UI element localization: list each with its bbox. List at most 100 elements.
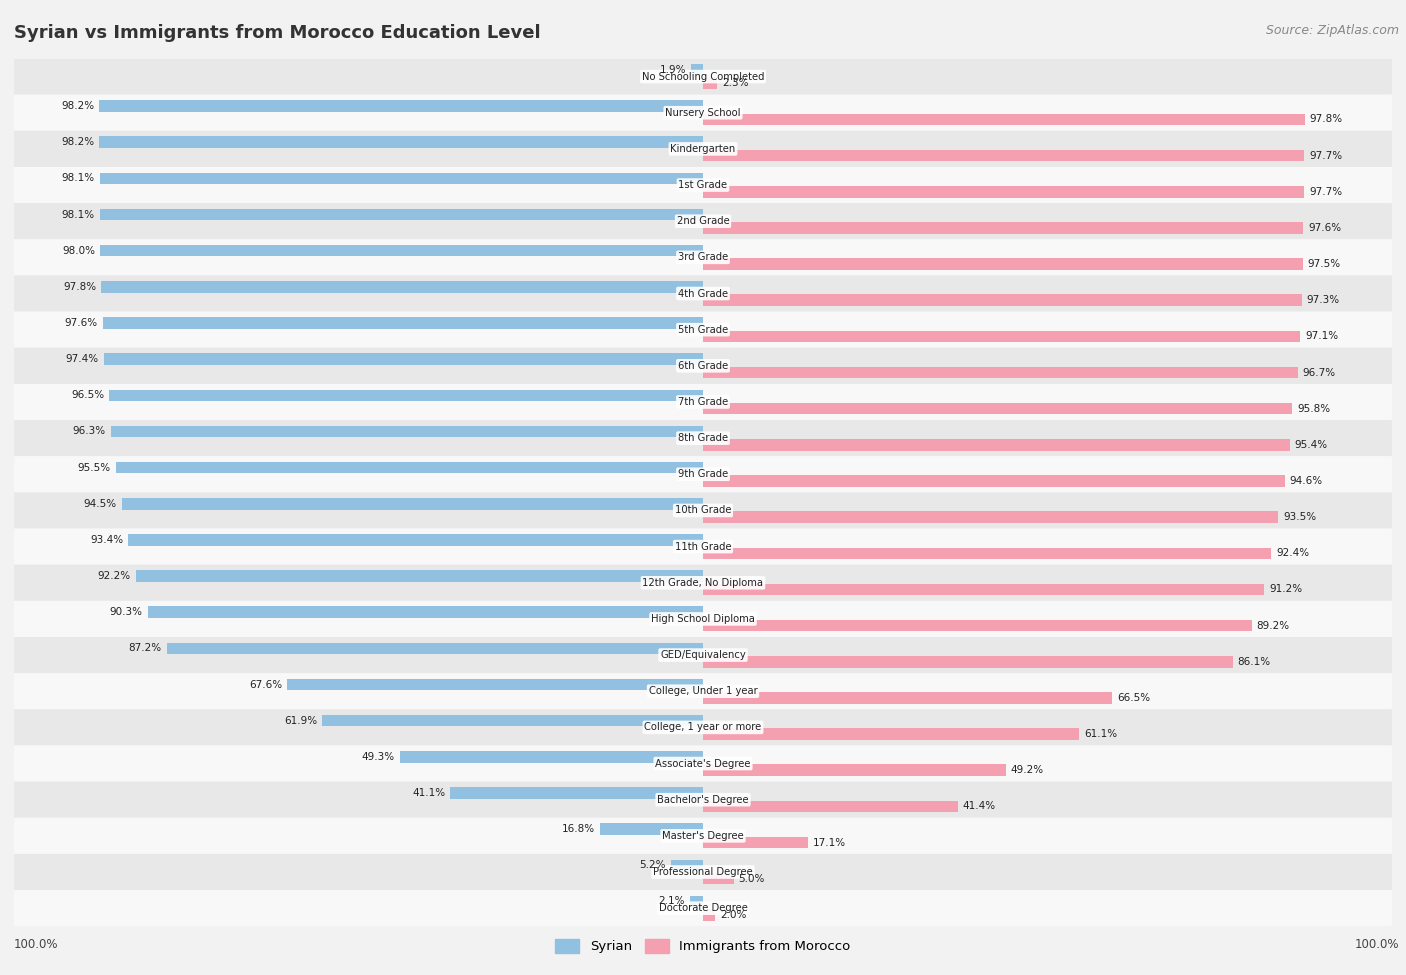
- Bar: [100, 173, 703, 184]
- Text: 2nd Grade: 2nd Grade: [676, 216, 730, 226]
- Bar: [122, 498, 703, 510]
- Bar: [110, 389, 703, 401]
- Text: 17.1%: 17.1%: [813, 838, 846, 847]
- Legend: Syrian, Immigrants from Morocco: Syrian, Immigrants from Morocco: [550, 934, 856, 958]
- FancyBboxPatch shape: [14, 565, 1392, 601]
- Bar: [166, 643, 703, 654]
- Text: 97.8%: 97.8%: [63, 282, 97, 292]
- Text: 12th Grade, No Diploma: 12th Grade, No Diploma: [643, 578, 763, 588]
- Text: Source: ZipAtlas.com: Source: ZipAtlas.com: [1265, 24, 1399, 37]
- Text: 7th Grade: 7th Grade: [678, 397, 728, 407]
- Text: 9th Grade: 9th Grade: [678, 469, 728, 480]
- Text: Syrian vs Immigrants from Morocco Education Level: Syrian vs Immigrants from Morocco Educat…: [14, 24, 541, 42]
- Text: GED/Equivalency: GED/Equivalency: [661, 650, 745, 660]
- FancyBboxPatch shape: [14, 275, 1392, 312]
- Text: 61.1%: 61.1%: [1084, 729, 1116, 739]
- Text: 61.9%: 61.9%: [284, 716, 318, 725]
- Bar: [703, 403, 1292, 414]
- Text: 11th Grade: 11th Grade: [675, 541, 731, 552]
- Text: 91.2%: 91.2%: [1268, 584, 1302, 595]
- Text: 98.2%: 98.2%: [60, 137, 94, 147]
- Text: 94.6%: 94.6%: [1289, 476, 1323, 486]
- Bar: [100, 209, 703, 220]
- Bar: [703, 909, 716, 920]
- Text: 98.1%: 98.1%: [62, 210, 94, 219]
- Text: 97.8%: 97.8%: [1309, 114, 1343, 125]
- Bar: [703, 331, 1301, 342]
- Bar: [703, 258, 1303, 270]
- Text: 97.7%: 97.7%: [1309, 187, 1341, 197]
- Bar: [703, 475, 1285, 487]
- Text: 66.5%: 66.5%: [1116, 693, 1150, 703]
- FancyBboxPatch shape: [14, 203, 1392, 239]
- FancyBboxPatch shape: [14, 167, 1392, 203]
- Text: 97.4%: 97.4%: [66, 354, 98, 364]
- FancyBboxPatch shape: [14, 95, 1392, 131]
- FancyBboxPatch shape: [14, 312, 1392, 348]
- FancyBboxPatch shape: [14, 384, 1392, 420]
- Text: 95.5%: 95.5%: [77, 462, 111, 473]
- Text: 96.3%: 96.3%: [73, 426, 105, 437]
- FancyBboxPatch shape: [14, 456, 1392, 492]
- Bar: [703, 692, 1112, 704]
- FancyBboxPatch shape: [14, 492, 1392, 528]
- Bar: [703, 764, 1005, 776]
- Text: 97.6%: 97.6%: [65, 318, 98, 328]
- Bar: [703, 77, 717, 89]
- Text: Professional Degree: Professional Degree: [654, 867, 752, 878]
- FancyBboxPatch shape: [14, 637, 1392, 673]
- Text: Master's Degree: Master's Degree: [662, 831, 744, 840]
- Text: 100.0%: 100.0%: [1354, 938, 1399, 951]
- Text: 2.0%: 2.0%: [720, 910, 747, 919]
- Bar: [703, 186, 1303, 198]
- Text: 94.5%: 94.5%: [84, 499, 117, 509]
- Bar: [703, 294, 1302, 306]
- Bar: [450, 787, 703, 799]
- Text: 100.0%: 100.0%: [14, 938, 59, 951]
- Text: 98.0%: 98.0%: [62, 246, 96, 255]
- Bar: [399, 751, 703, 762]
- Text: 89.2%: 89.2%: [1257, 621, 1289, 631]
- Bar: [322, 715, 703, 726]
- Text: Doctorate Degree: Doctorate Degree: [658, 903, 748, 914]
- FancyBboxPatch shape: [14, 528, 1392, 565]
- Bar: [287, 679, 703, 690]
- Text: Kindergarten: Kindergarten: [671, 144, 735, 154]
- Text: 87.2%: 87.2%: [128, 644, 162, 653]
- Text: Nursery School: Nursery School: [665, 107, 741, 118]
- Bar: [101, 281, 703, 292]
- FancyBboxPatch shape: [14, 239, 1392, 275]
- Text: 92.2%: 92.2%: [98, 571, 131, 581]
- Bar: [671, 860, 703, 871]
- Bar: [703, 511, 1278, 523]
- FancyBboxPatch shape: [14, 131, 1392, 167]
- Bar: [703, 367, 1298, 378]
- Text: 97.6%: 97.6%: [1308, 223, 1341, 233]
- Text: High School Diploma: High School Diploma: [651, 614, 755, 624]
- Text: 1.9%: 1.9%: [659, 65, 686, 75]
- Text: 4th Grade: 4th Grade: [678, 289, 728, 298]
- Text: 97.7%: 97.7%: [1309, 150, 1341, 161]
- FancyBboxPatch shape: [14, 746, 1392, 782]
- Bar: [115, 462, 703, 474]
- Text: 97.5%: 97.5%: [1308, 259, 1341, 269]
- Bar: [703, 150, 1303, 162]
- Text: 49.2%: 49.2%: [1011, 765, 1043, 775]
- FancyBboxPatch shape: [14, 420, 1392, 456]
- Text: 5th Grade: 5th Grade: [678, 325, 728, 334]
- Bar: [104, 353, 703, 365]
- Text: 93.4%: 93.4%: [90, 535, 124, 545]
- Text: 41.4%: 41.4%: [963, 801, 995, 811]
- Text: 67.6%: 67.6%: [249, 680, 283, 689]
- Bar: [98, 100, 703, 112]
- Bar: [703, 620, 1251, 632]
- Text: 96.7%: 96.7%: [1303, 368, 1336, 377]
- Bar: [98, 136, 703, 148]
- Text: 5.2%: 5.2%: [640, 860, 666, 871]
- Bar: [103, 317, 703, 329]
- Text: 97.3%: 97.3%: [1306, 295, 1340, 305]
- Text: 98.2%: 98.2%: [60, 101, 94, 111]
- Bar: [703, 439, 1289, 450]
- Text: 92.4%: 92.4%: [1277, 548, 1309, 559]
- Text: 93.5%: 93.5%: [1284, 512, 1316, 523]
